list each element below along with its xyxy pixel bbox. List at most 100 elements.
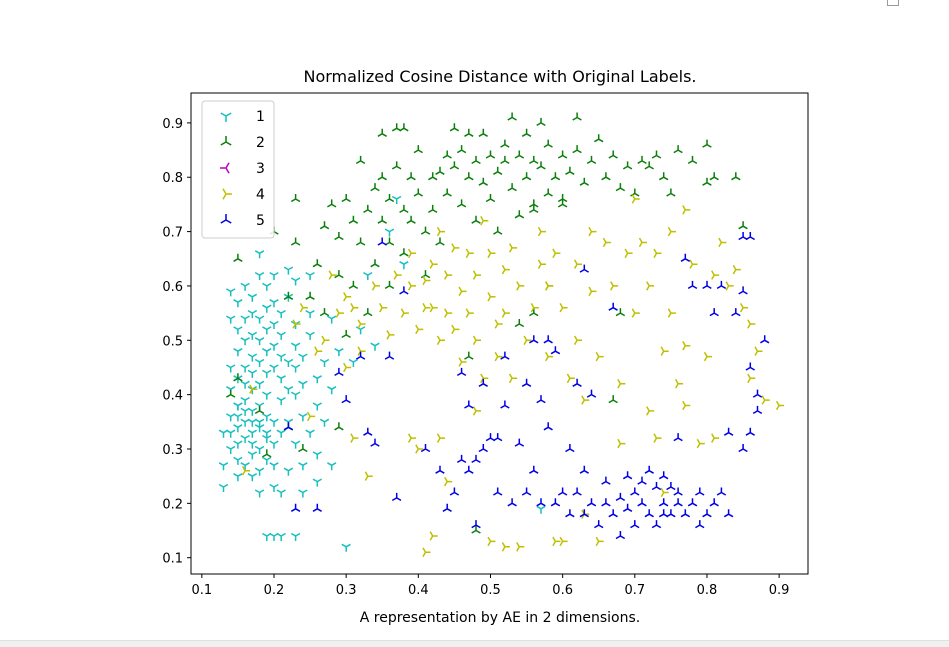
series-1-point: [262, 348, 272, 357]
series-4-point: [386, 330, 395, 340]
series-4-point: [653, 248, 662, 259]
series-4-point: [415, 324, 424, 335]
series-2-point: [355, 237, 366, 246]
series-2-point: [298, 444, 308, 453]
series-4-point: [357, 319, 366, 329]
series-4-point: [400, 308, 409, 318]
series-1-point: [269, 418, 279, 427]
series-2-point: [471, 215, 481, 224]
series-4-point: [487, 248, 496, 259]
series-1-point: [218, 462, 229, 471]
series-1-point: [298, 489, 308, 498]
series-4-point: [241, 466, 251, 476]
series-5-point: [680, 253, 691, 262]
series-1-point: [327, 386, 337, 395]
series-2-point: [449, 123, 460, 132]
series-1-point: [233, 402, 243, 411]
series-2-point: [615, 183, 626, 192]
series-1-point: [276, 309, 286, 319]
series-5-point: [536, 395, 546, 404]
series-4-point: [566, 373, 575, 384]
series-4-point: [711, 270, 720, 280]
legend-marker-4: [222, 188, 232, 200]
series-2-point: [485, 150, 496, 159]
series-5-point: [456, 454, 467, 464]
series-4-point: [617, 438, 626, 449]
series-5-point: [471, 520, 481, 529]
series-4-point: [422, 303, 431, 313]
series-5-point: [644, 465, 654, 474]
series-2-point: [435, 166, 445, 175]
series-2-point: [420, 226, 431, 235]
series-5-point: [579, 509, 589, 518]
plot-area: [190, 92, 809, 575]
series-1-point: [254, 467, 265, 476]
series-4-point: [458, 357, 467, 367]
x-tick-label: 0.5: [480, 583, 501, 598]
series-5-point: [723, 427, 734, 436]
series-4-point: [646, 406, 655, 416]
bottom-strip: [0, 640, 949, 647]
series-1-point: [240, 434, 250, 444]
series-2-point: [464, 172, 474, 181]
series-4-point: [660, 346, 669, 356]
series-1-point: [290, 277, 301, 286]
series-2-point: [731, 172, 741, 181]
series-4-point: [436, 335, 445, 345]
series-2-point: [442, 188, 452, 197]
series-1-point: [262, 429, 272, 438]
y-tick-label: 0.9: [162, 117, 183, 132]
series-2-point: [529, 155, 539, 165]
series-4-point: [306, 411, 316, 422]
series-1-point: [298, 413, 308, 422]
series-5-point: [507, 498, 517, 507]
series-2-point: [327, 199, 337, 208]
series-1-point: [226, 364, 236, 373]
series-1-point: [298, 380, 308, 389]
series-4-point: [465, 248, 474, 259]
series-2-point: [262, 449, 272, 458]
y-tick-label: 0.8: [162, 171, 183, 186]
series-2-point: [464, 128, 474, 137]
series-4-point: [350, 433, 359, 443]
series-4-point: [646, 281, 655, 291]
series-1-point: [218, 483, 229, 492]
series-4-point: [653, 433, 662, 443]
series-1-point: [262, 456, 272, 465]
series-1-point: [247, 473, 258, 482]
series-4-point: [689, 259, 698, 269]
series-2-point: [399, 123, 409, 132]
series-2-point: [399, 204, 409, 214]
series-1-point: [254, 358, 265, 367]
series-4-point: [465, 308, 474, 318]
series-4-point: [674, 379, 684, 389]
series-2-point: [341, 194, 351, 203]
series-1-point: [262, 413, 272, 422]
series-4-point: [775, 400, 785, 411]
series-4-point: [407, 248, 417, 259]
series-1-point: [269, 532, 279, 541]
series-4-point: [321, 335, 330, 345]
series-2-point: [622, 161, 633, 170]
series-5-point: [521, 487, 532, 496]
series-2-point: [536, 161, 546, 170]
x-axis: 0.1 0.2 0.3 0.4 0.5 0.6 0.7 0.8 0.9: [191, 574, 789, 598]
series-4-point: [718, 237, 727, 248]
x-tick-label: 0.9: [769, 583, 790, 598]
series-1-point: [240, 315, 250, 324]
series-5-point: [709, 308, 719, 317]
series-2-point: [572, 112, 582, 121]
series-5-point: [738, 444, 748, 453]
series-2-point: [608, 150, 618, 159]
series-5-point: [630, 487, 640, 496]
window-corner-control: [887, 0, 899, 6]
series-5-point: [565, 444, 575, 453]
series-1-point: [247, 293, 258, 302]
series-5-point: [579, 465, 589, 474]
series-2-point: [290, 237, 301, 246]
series-2-point: [702, 177, 712, 186]
series-1-point: [247, 407, 258, 416]
series-4-point: [516, 542, 525, 552]
series-5-point: [673, 487, 683, 496]
legend-marker-5: [220, 214, 232, 224]
